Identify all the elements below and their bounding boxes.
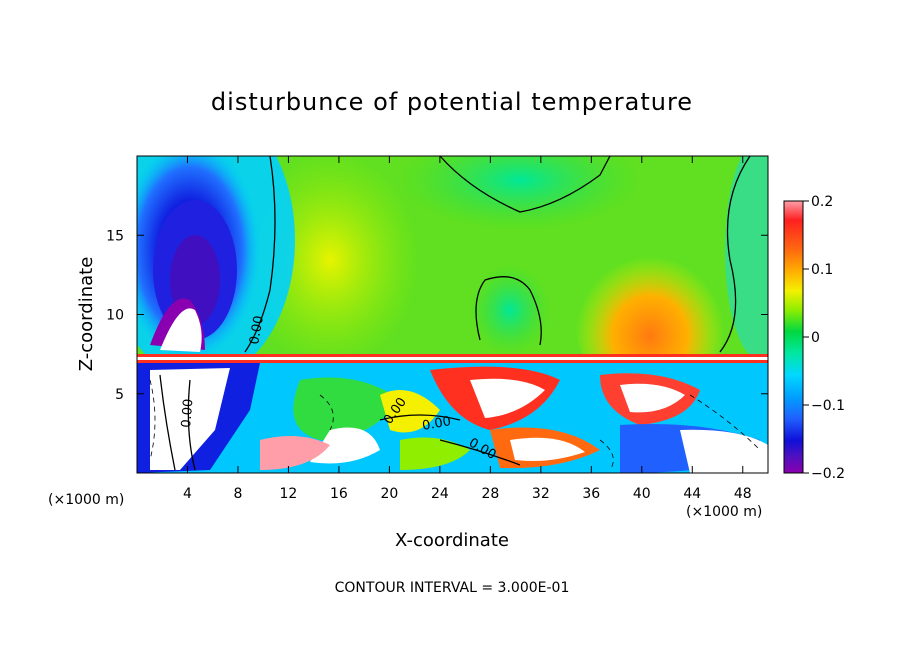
x-tick-label: 36 bbox=[582, 486, 600, 502]
x-axis: 4 8 12 16 20 24 28 32 36 40 44 48 bbox=[183, 156, 752, 502]
x-tick-label: 44 bbox=[683, 486, 701, 502]
x-tick-label: 8 bbox=[233, 486, 242, 502]
colorbar-tick-label: 0.1 bbox=[811, 262, 833, 278]
x-tick-label: 28 bbox=[481, 486, 499, 502]
colorbar-tick-label: 0 bbox=[811, 330, 820, 346]
colorbar: 0.2 0.1 0 −0.1 −0.2 bbox=[783, 194, 845, 482]
x-tick-label: 20 bbox=[380, 486, 398, 502]
y-axis-label: Z-coordinate bbox=[76, 257, 97, 372]
x-tick-label: 16 bbox=[330, 486, 348, 502]
colorbar-tick-label: 0.2 bbox=[811, 194, 833, 210]
contour-labels: 0.00 0.00 0.00 0.00 0.00 bbox=[179, 315, 499, 463]
x-axis-label: X-coordinate bbox=[395, 530, 509, 551]
contour-label: 0.00 bbox=[421, 414, 452, 434]
x-unit-right: (×1000 m) bbox=[686, 504, 762, 520]
chart-title: disturbunce of potential temperature bbox=[211, 88, 693, 116]
x-tick-label: 40 bbox=[633, 486, 651, 502]
contour-interval-note: CONTOUR INTERVAL = 3.000E-01 bbox=[335, 580, 570, 596]
x-tick-label: 4 bbox=[183, 486, 192, 502]
colorbar-tick-label: −0.1 bbox=[811, 398, 845, 414]
colorbar-tick-label: −0.2 bbox=[811, 466, 845, 482]
contour-label: 0.00 bbox=[179, 398, 196, 428]
heatmap-field bbox=[137, 156, 768, 473]
x-unit-left: (×1000 m) bbox=[48, 492, 124, 508]
y-tick-label: 15 bbox=[106, 228, 124, 244]
x-tick-label: 12 bbox=[280, 486, 298, 502]
x-tick-label: 24 bbox=[431, 486, 449, 502]
colorbar-gradient bbox=[783, 200, 804, 474]
x-tick-label: 32 bbox=[532, 486, 550, 502]
y-tick-label: 10 bbox=[106, 308, 124, 324]
contour-label: 0.00 bbox=[247, 315, 267, 346]
y-tick-label: 5 bbox=[115, 387, 124, 403]
y-axis: 5 10 15 bbox=[106, 228, 768, 403]
x-tick-label: 48 bbox=[734, 486, 752, 502]
colorbar-ticks: 0.2 0.1 0 −0.1 −0.2 bbox=[803, 194, 845, 482]
